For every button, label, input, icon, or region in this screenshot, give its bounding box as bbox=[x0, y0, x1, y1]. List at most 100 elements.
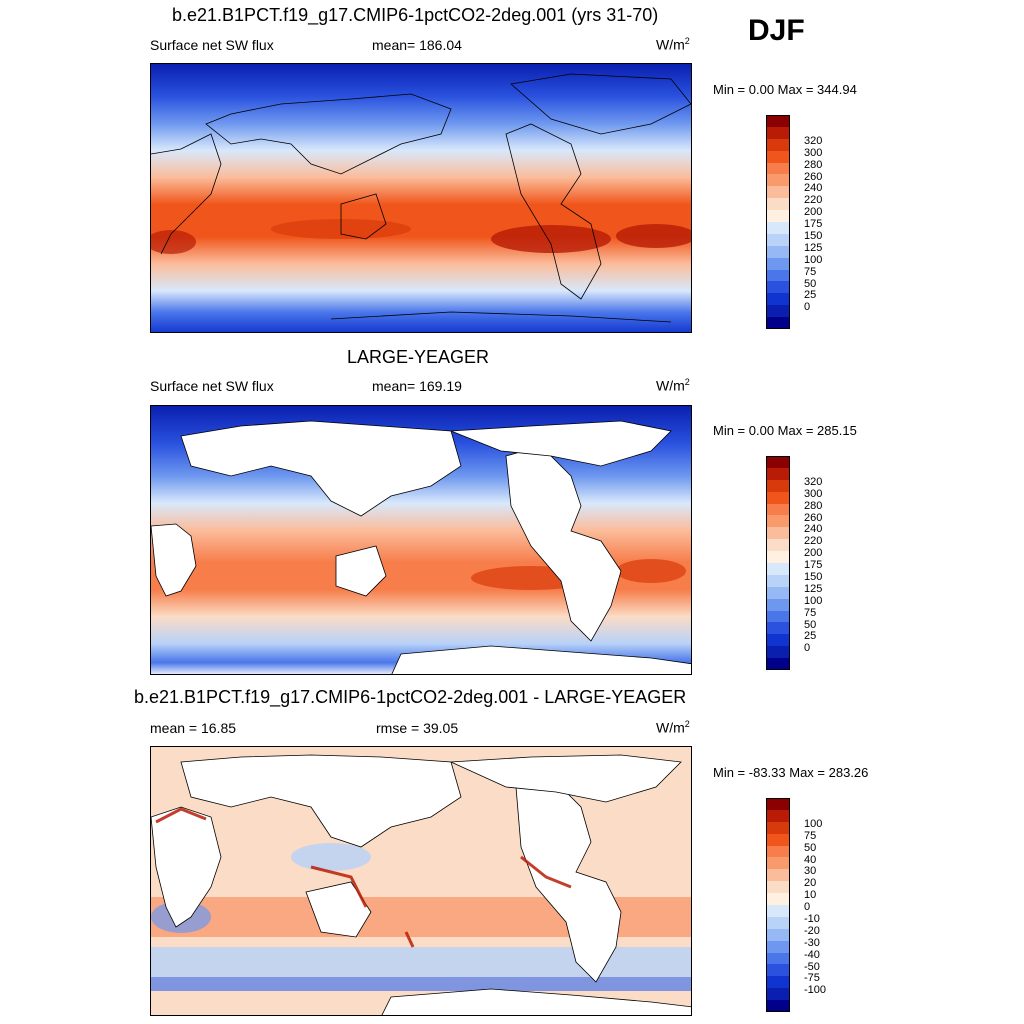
colorbar-tick-label: 0 bbox=[804, 642, 811, 655]
panel3-land-mask bbox=[151, 754, 691, 1015]
colorbar-swatch bbox=[766, 115, 790, 128]
colorbar-swatch bbox=[766, 658, 790, 671]
colorbar-swatch bbox=[766, 162, 790, 175]
panel1-variable-label: Surface net SW flux bbox=[150, 37, 274, 53]
colorbar-tick-label: 300 bbox=[804, 146, 823, 159]
colorbar-tick-label: 100 bbox=[804, 253, 823, 266]
colorbar-swatch bbox=[766, 988, 790, 1001]
colorbar-swatch bbox=[766, 515, 790, 528]
panel2-colorbar: 320 300 280 260 240 220 200 175 150 125 100 75 50 25 0 bbox=[766, 456, 822, 671]
colorbar-swatch bbox=[766, 317, 790, 330]
colorbar-tick-label: 150 bbox=[804, 570, 823, 583]
colorbar-swatch bbox=[766, 833, 790, 847]
colorbar-swatch bbox=[766, 126, 790, 140]
panel1-max-region bbox=[491, 225, 611, 253]
colorbar-swatch bbox=[766, 809, 790, 823]
colorbar-tick-label: 75 bbox=[804, 606, 817, 619]
colorbar-swatch bbox=[766, 940, 790, 954]
panel3-coastal-maxima bbox=[155, 807, 572, 948]
panel2-units: W/m2 bbox=[656, 377, 690, 394]
colorbar-swatch bbox=[766, 233, 790, 247]
colorbar-tick-label: 240 bbox=[804, 523, 823, 536]
panel1-coastlines bbox=[151, 73, 691, 323]
colorbar-swatch bbox=[766, 269, 790, 282]
colorbar-swatch bbox=[766, 293, 790, 306]
colorbar-swatch bbox=[766, 1000, 790, 1013]
panel1-units: W/m2 bbox=[656, 36, 690, 53]
panel2-title: LARGE-YEAGER bbox=[347, 347, 490, 367]
colorbar-tick-label: 25 bbox=[804, 630, 817, 643]
colorbar-tick-label: -75 bbox=[804, 972, 820, 985]
panel2-map bbox=[150, 405, 692, 675]
season-label: DJF bbox=[748, 14, 805, 47]
panel1-title: b.e21.B1PCT.f19_g17.CMIP6-1pctCO2-2deg.0… bbox=[172, 5, 659, 25]
panel1-min-max: Min = 0.00 Max = 344.94 bbox=[713, 82, 857, 97]
colorbar-swatch bbox=[766, 634, 790, 647]
colorbar-tick-label: 100 bbox=[804, 594, 823, 607]
colorbar-tick-label: -10 bbox=[804, 912, 820, 925]
colorbar-tick-label: 75 bbox=[804, 265, 817, 278]
colorbar-tick-label: 175 bbox=[804, 218, 823, 231]
colorbar-swatch bbox=[766, 479, 790, 493]
colorbar-swatch bbox=[766, 905, 790, 918]
colorbar-swatch bbox=[766, 281, 790, 294]
colorbar-tick-label: 20 bbox=[804, 877, 817, 890]
colorbar-swatch bbox=[766, 503, 790, 516]
panel3-map bbox=[150, 746, 692, 1016]
colorbar-tick-label: 150 bbox=[804, 229, 823, 242]
colorbar-swatch bbox=[766, 893, 790, 906]
colorbar-swatch bbox=[766, 928, 790, 942]
panel3-min-max: Min = -83.33 Max = 283.26 bbox=[713, 765, 869, 780]
colorbar-tick-label: 260 bbox=[804, 170, 823, 183]
panel2-min-max: Min = 0.00 Max = 285.15 bbox=[713, 423, 857, 438]
colorbar-swatch bbox=[766, 563, 790, 576]
colorbar-swatch bbox=[766, 622, 790, 635]
colorbar-swatch bbox=[766, 916, 790, 930]
colorbar-swatch bbox=[766, 857, 790, 870]
colorbar-tick-label: 30 bbox=[804, 865, 817, 878]
colorbar-swatch bbox=[766, 186, 790, 199]
colorbar-swatch bbox=[766, 881, 790, 894]
colorbar-swatch bbox=[766, 964, 790, 977]
colorbar-swatch bbox=[766, 798, 790, 811]
colorbar-tick-label: 50 bbox=[804, 841, 817, 854]
colorbar-swatch bbox=[766, 467, 790, 481]
colorbar-tick-label: 240 bbox=[804, 182, 823, 195]
colorbar-tick-label: 75 bbox=[804, 829, 817, 842]
colorbar-swatch bbox=[766, 574, 790, 588]
colorbar-tick-label: 50 bbox=[804, 618, 817, 631]
colorbar-swatch bbox=[766, 305, 790, 318]
colorbar-swatch bbox=[766, 845, 790, 858]
colorbar-tick-label: 300 bbox=[804, 487, 823, 500]
colorbar-tick-label: 125 bbox=[804, 582, 823, 595]
colorbar-swatch bbox=[766, 198, 790, 211]
colorbar-swatch bbox=[766, 150, 790, 164]
panel3-title: b.e21.B1PCT.f19_g17.CMIP6-1pctCO2-2deg.0… bbox=[134, 687, 687, 707]
colorbar-swatch bbox=[766, 222, 790, 235]
colorbar-tick-label: 0 bbox=[804, 301, 811, 314]
colorbar-swatch bbox=[766, 586, 790, 600]
panel1-mean-label: mean= 186.04 bbox=[372, 37, 462, 53]
colorbar-swatch bbox=[766, 456, 790, 469]
colorbar-tick-label: 320 bbox=[804, 134, 823, 147]
colorbar-tick-label: 260 bbox=[804, 511, 823, 524]
colorbar-tick-label: 280 bbox=[804, 499, 823, 512]
colorbar-tick-label: 175 bbox=[804, 559, 823, 572]
colorbar-tick-label: -100 bbox=[804, 984, 827, 997]
colorbar-swatch bbox=[766, 539, 790, 552]
colorbar-swatch bbox=[766, 174, 790, 187]
colorbar-swatch bbox=[766, 976, 790, 989]
colorbar-tick-label: 220 bbox=[804, 194, 823, 207]
colorbar-swatch bbox=[766, 598, 790, 612]
colorbar-tick-label: 125 bbox=[804, 241, 823, 254]
colorbar-swatch bbox=[766, 952, 790, 965]
colorbar-tick-label: -40 bbox=[804, 948, 820, 961]
colorbar-tick-label: 0 bbox=[804, 901, 811, 914]
colorbar-swatch bbox=[766, 257, 790, 271]
colorbar-swatch bbox=[766, 610, 790, 623]
colorbar-swatch bbox=[766, 138, 790, 152]
panel3-mean-label: mean = 16.85 bbox=[150, 720, 237, 736]
panel2-variable-label: Surface net SW flux bbox=[150, 378, 274, 394]
colorbar-swatch bbox=[766, 527, 790, 540]
panel3-rmse-label: rmse = 39.05 bbox=[376, 720, 459, 736]
